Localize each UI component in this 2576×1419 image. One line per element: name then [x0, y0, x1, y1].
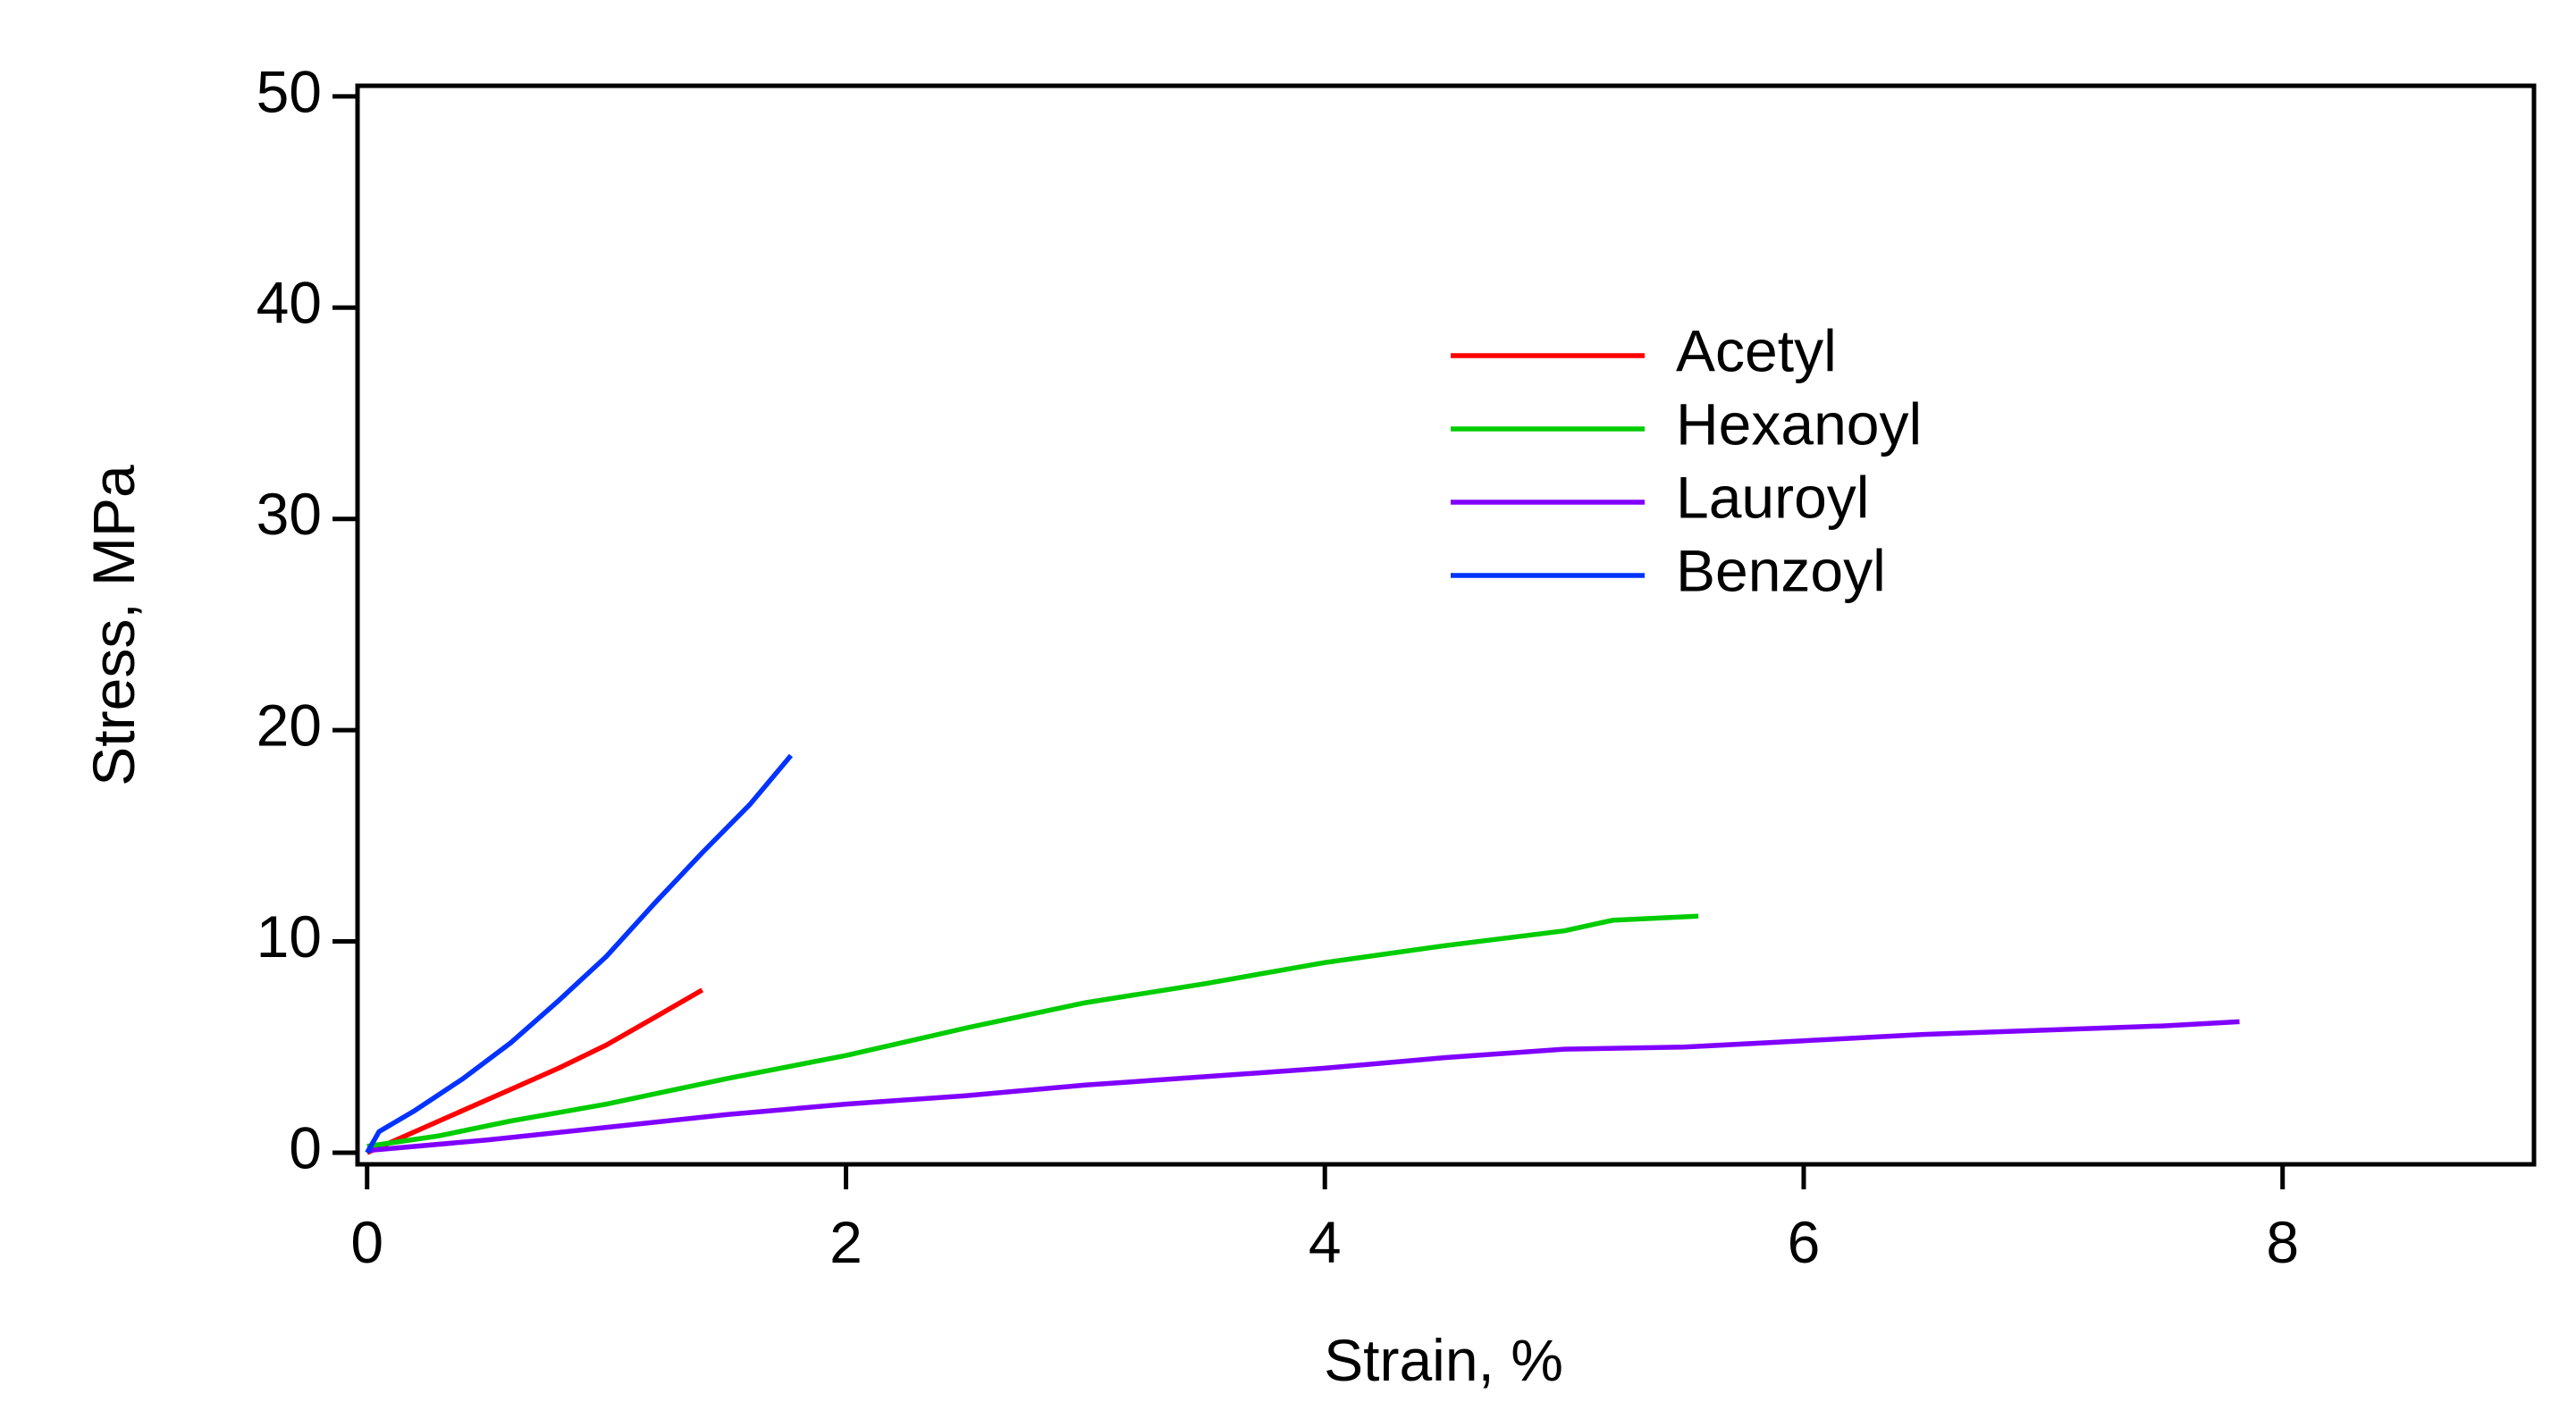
- x-axis-title: Strain, %: [1324, 1327, 1563, 1393]
- x-tick-label: 8: [2266, 1209, 2299, 1275]
- y-axis-title: Stress, MPa: [80, 465, 147, 786]
- y-tick-label: 0: [289, 1114, 322, 1180]
- legend-label: Lauroyl: [1676, 464, 1869, 530]
- legend-label: Benzoyl: [1676, 537, 1886, 603]
- x-tick-label: 0: [350, 1209, 383, 1275]
- x-tick-label: 4: [1309, 1209, 1342, 1275]
- data-line: [365, 753, 794, 1155]
- data-line: [366, 913, 1699, 1149]
- x-tick-label: 6: [1788, 1209, 1821, 1275]
- x-tick-label: 2: [829, 1209, 863, 1275]
- plot-frame: [355, 83, 2537, 1167]
- y-tick-label: 30: [257, 481, 322, 547]
- legend-label: Acetyl: [1676, 317, 1837, 383]
- y-tick-label: 40: [257, 270, 322, 336]
- y-tick-label: 10: [257, 903, 322, 970]
- y-tick-label: 20: [257, 693, 322, 759]
- legend-label: Hexanoyl: [1676, 390, 1922, 457]
- y-tick-label: 50: [257, 58, 322, 124]
- data-line: [366, 987, 704, 1155]
- data-line: [366, 1019, 2240, 1154]
